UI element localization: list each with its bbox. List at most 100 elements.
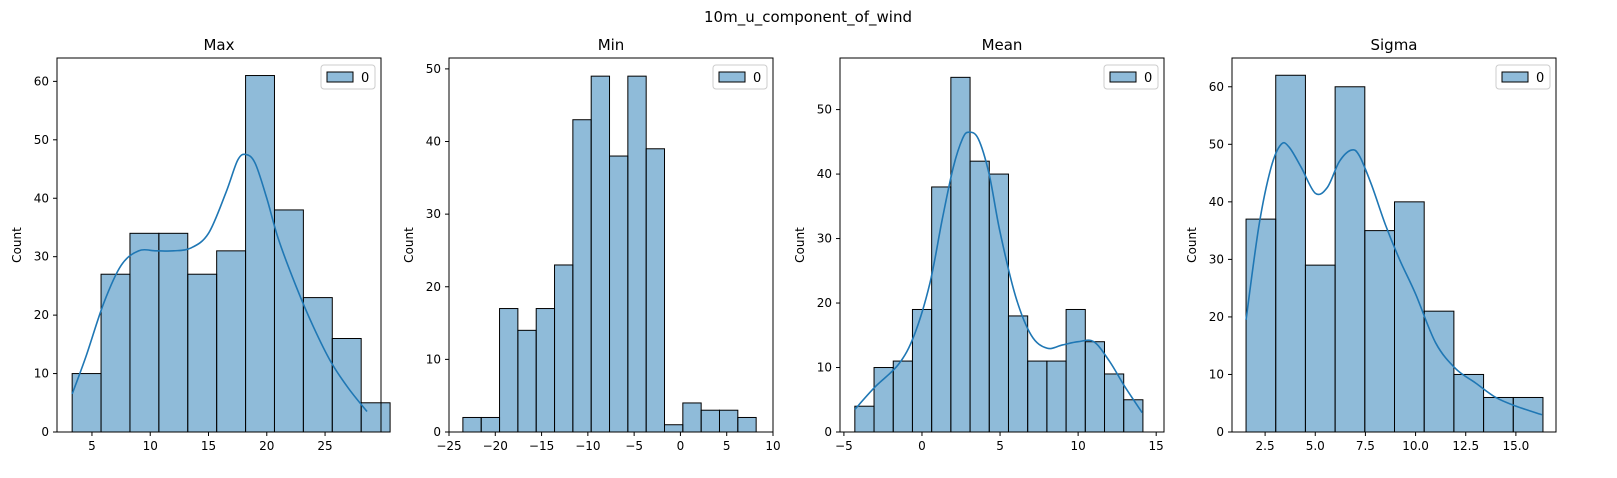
histogram-bar <box>245 75 275 433</box>
histogram-bar <box>1304 264 1336 433</box>
axes-frame <box>839 57 1165 433</box>
x-tick-label: −15 <box>529 439 554 453</box>
histogram-bar <box>302 297 333 433</box>
histogram-bar <box>1007 315 1029 433</box>
kde-curve <box>854 131 1143 414</box>
y-tick-label: 30 <box>1209 252 1224 266</box>
x-tick-label: −25 <box>436 439 461 453</box>
legend: 0 <box>1103 64 1159 90</box>
legend: 0 <box>320 64 376 90</box>
y-tick-label: 0 <box>824 425 832 439</box>
x-tick-label: 5.0 <box>1306 439 1325 453</box>
x-tick-label: −10 <box>575 439 600 453</box>
y-tick-label: 20 <box>1209 310 1224 324</box>
x-tick-label: 0 <box>677 439 685 453</box>
y-tick-label: 0 <box>1216 425 1224 439</box>
histogram-bar <box>480 416 501 433</box>
kde-curve <box>71 153 368 413</box>
legend: 0 <box>712 64 768 90</box>
legend-label: 0 <box>361 71 369 86</box>
x-tick-label: 2.5 <box>1256 439 1275 453</box>
y-tick-label: 30 <box>817 232 832 246</box>
axes-frame <box>1231 57 1557 433</box>
histogram-bar <box>158 232 189 433</box>
histogram-bar <box>854 405 875 433</box>
x-tick-label: 7.5 <box>1356 439 1375 453</box>
figure-suptitle: 10m_u_component_of_wind <box>704 8 912 27</box>
histogram-bar <box>1364 230 1396 433</box>
x-tick-label: −5 <box>625 439 643 453</box>
x-tick-label: 0 <box>918 439 926 453</box>
histogram-bar <box>700 409 720 433</box>
histogram-bar <box>1334 86 1366 433</box>
subplot-title: Mean <box>982 36 1023 54</box>
histogram-bar <box>1046 360 1067 433</box>
histogram-bar <box>216 250 247 433</box>
x-tick-label: 10 <box>1070 439 1085 453</box>
y-axis-label: Count <box>793 227 807 263</box>
histogram-bar <box>100 273 131 433</box>
histogram-bar <box>627 75 647 433</box>
histogram-bar <box>718 409 739 433</box>
subplot-title: Max <box>203 36 234 54</box>
y-tick-label: 40 <box>1209 195 1224 209</box>
histogram-bar <box>1123 399 1144 433</box>
y-tick-label: 40 <box>817 167 832 181</box>
histogram-bar <box>645 148 666 433</box>
histogram-bar <box>1027 360 1048 433</box>
legend-label: 0 <box>753 71 761 86</box>
legend: 0 <box>1495 64 1551 90</box>
histogram-bar <box>1275 74 1306 433</box>
y-tick-label: 50 <box>34 133 49 147</box>
histogram-bar <box>360 402 391 433</box>
histogram-bar <box>988 173 1009 433</box>
histogram-bar <box>664 424 684 433</box>
kde-curve <box>1245 141 1543 416</box>
histogram-bar <box>572 119 592 433</box>
histogram-bar <box>1104 373 1125 433</box>
x-tick-label: 15 <box>1149 439 1164 453</box>
histogram-bar <box>273 209 304 433</box>
histogram-bar <box>517 329 537 433</box>
histogram-bar <box>609 155 629 433</box>
subplot-min: −25 −20 −15 −10 −5 0 5 10 0 10 20 30 40 50 Count Min 0 <box>402 36 781 453</box>
y-tick-label: 50 <box>817 103 832 117</box>
histogram-bar <box>1065 308 1086 433</box>
subplot-max: 5 10 15 20 25 0 10 20 30 40 50 60 Count Max 0 <box>10 36 391 453</box>
histogram-bar <box>950 76 971 433</box>
histogram-bar <box>1423 310 1455 433</box>
histogram-bar <box>1084 341 1106 433</box>
y-tick-label: 10 <box>34 367 49 381</box>
y-tick-label: 60 <box>1209 80 1224 94</box>
histogram-bar <box>590 75 611 433</box>
y-tick-label: 30 <box>34 250 49 264</box>
x-tick-label: 15.0 <box>1503 439 1530 453</box>
histogram-bar <box>1453 373 1485 433</box>
y-tick-label: 30 <box>426 207 441 221</box>
legend-swatch <box>1501 71 1529 83</box>
subplot-title: Sigma <box>1370 36 1417 54</box>
y-tick-label: 20 <box>34 308 49 322</box>
y-tick-label: 10 <box>817 361 832 375</box>
y-tick-label: 60 <box>34 74 49 88</box>
histogram-bar <box>682 402 702 433</box>
axes-frame <box>56 57 382 433</box>
legend-swatch <box>1109 71 1137 83</box>
y-axis-label: Count <box>10 227 24 263</box>
subplot-title: Min <box>598 36 625 54</box>
x-tick-label: 5 <box>723 439 731 453</box>
histogram-bar <box>1245 218 1277 433</box>
legend-label: 0 <box>1144 71 1152 86</box>
legend-swatch <box>718 71 746 83</box>
y-tick-label: 20 <box>426 280 441 294</box>
x-tick-label: −5 <box>835 439 853 453</box>
x-tick-label: 20 <box>259 439 274 453</box>
axes-frame <box>448 57 774 433</box>
x-tick-label: 10.0 <box>1402 439 1429 453</box>
y-axis-label: Count <box>1185 227 1199 263</box>
y-tick-label: 50 <box>1209 137 1224 151</box>
y-tick-label: 0 <box>433 425 441 439</box>
x-tick-label: 10 <box>143 439 158 453</box>
